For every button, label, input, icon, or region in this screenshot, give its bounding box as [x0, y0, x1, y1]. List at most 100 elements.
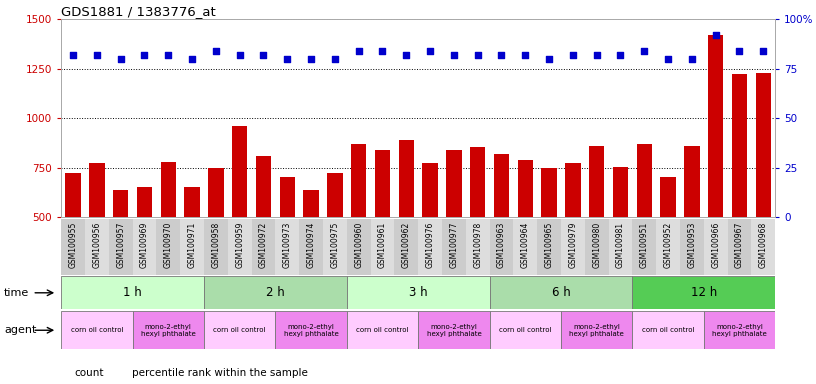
Point — [519, 52, 532, 58]
Point — [756, 48, 769, 54]
Text: GSM100955: GSM100955 — [69, 222, 78, 268]
Text: GSM100956: GSM100956 — [92, 222, 101, 268]
Bar — [752, 219, 775, 275]
Bar — [85, 219, 109, 275]
Text: GSM100960: GSM100960 — [354, 222, 363, 268]
Bar — [184, 187, 200, 316]
Point — [233, 52, 246, 58]
Point — [114, 56, 127, 62]
Text: 6 h: 6 h — [552, 286, 570, 299]
Bar — [398, 140, 414, 316]
Bar — [418, 219, 442, 275]
Text: GSM100972: GSM100972 — [259, 222, 268, 268]
Bar — [370, 219, 394, 275]
Text: GSM100978: GSM100978 — [473, 222, 482, 268]
Point — [709, 32, 722, 38]
Text: GSM100969: GSM100969 — [140, 222, 149, 268]
Point — [376, 48, 389, 54]
Point — [495, 52, 508, 58]
Text: mono-2-ethyl
hexyl phthalate: mono-2-ethyl hexyl phthalate — [712, 324, 767, 337]
Bar — [541, 167, 557, 316]
Bar — [656, 219, 680, 275]
Text: GSM100959: GSM100959 — [235, 222, 244, 268]
Bar — [660, 177, 676, 316]
Bar — [61, 219, 85, 275]
Text: 12 h: 12 h — [690, 286, 717, 299]
Bar — [275, 311, 347, 349]
Bar — [684, 146, 699, 316]
Text: GSM100951: GSM100951 — [640, 222, 649, 268]
Bar — [180, 219, 204, 275]
Text: GSM100981: GSM100981 — [616, 222, 625, 268]
Point — [566, 52, 579, 58]
Point — [662, 56, 675, 62]
Bar — [347, 276, 490, 309]
Bar — [490, 311, 561, 349]
Text: corn oil control: corn oil control — [357, 327, 409, 333]
Bar — [351, 144, 366, 316]
Bar — [632, 311, 703, 349]
Point — [424, 48, 437, 54]
Bar — [327, 174, 343, 316]
Bar — [565, 162, 581, 316]
Bar — [490, 219, 513, 275]
Bar — [470, 147, 486, 316]
Point — [685, 56, 698, 62]
Text: mono-2-ethyl
hexyl phthalate: mono-2-ethyl hexyl phthalate — [141, 324, 196, 337]
Text: GSM100963: GSM100963 — [497, 222, 506, 268]
Text: 2 h: 2 h — [266, 286, 285, 299]
Point — [471, 52, 484, 58]
Bar — [375, 150, 390, 316]
Bar — [61, 311, 132, 349]
Point — [590, 52, 603, 58]
Bar — [513, 219, 537, 275]
Bar — [228, 219, 251, 275]
Bar — [589, 146, 605, 316]
Point — [733, 48, 746, 54]
Bar — [347, 219, 370, 275]
Text: GSM100957: GSM100957 — [116, 222, 125, 268]
Point — [67, 52, 80, 58]
Text: GSM100967: GSM100967 — [735, 222, 744, 268]
Bar — [613, 167, 628, 316]
Bar — [466, 219, 490, 275]
Bar — [446, 150, 462, 316]
Text: time: time — [4, 288, 29, 298]
Bar — [632, 219, 656, 275]
Bar — [132, 311, 204, 349]
Bar — [204, 276, 347, 309]
Point — [353, 48, 366, 54]
Text: GSM100962: GSM100962 — [401, 222, 410, 268]
Text: corn oil control: corn oil control — [499, 327, 552, 333]
Text: mono-2-ethyl
hexyl phthalate: mono-2-ethyl hexyl phthalate — [570, 324, 624, 337]
Bar — [732, 74, 747, 316]
Bar — [703, 311, 775, 349]
Point — [304, 56, 317, 62]
Point — [328, 56, 341, 62]
Bar — [304, 190, 319, 316]
Text: GSM100976: GSM100976 — [426, 222, 435, 268]
Text: agent: agent — [4, 325, 37, 335]
Text: GSM100977: GSM100977 — [450, 222, 459, 268]
Bar — [113, 190, 128, 316]
Bar — [561, 311, 632, 349]
Bar — [609, 219, 632, 275]
Bar — [204, 219, 228, 275]
Text: GSM100971: GSM100971 — [188, 222, 197, 268]
Text: GSM100979: GSM100979 — [569, 222, 578, 268]
Bar — [157, 219, 180, 275]
Bar — [423, 162, 438, 316]
Text: GDS1881 / 1383776_at: GDS1881 / 1383776_at — [61, 5, 216, 18]
Bar — [61, 276, 204, 309]
Point — [210, 48, 223, 54]
Text: GSM100958: GSM100958 — [211, 222, 220, 268]
Text: GSM100973: GSM100973 — [283, 222, 292, 268]
Point — [447, 52, 460, 58]
Text: GSM100952: GSM100952 — [663, 222, 672, 268]
Text: 3 h: 3 h — [409, 286, 428, 299]
Point — [614, 52, 627, 58]
Text: GSM100968: GSM100968 — [759, 222, 768, 268]
Bar — [347, 311, 418, 349]
Bar — [251, 219, 275, 275]
Bar — [490, 276, 632, 309]
